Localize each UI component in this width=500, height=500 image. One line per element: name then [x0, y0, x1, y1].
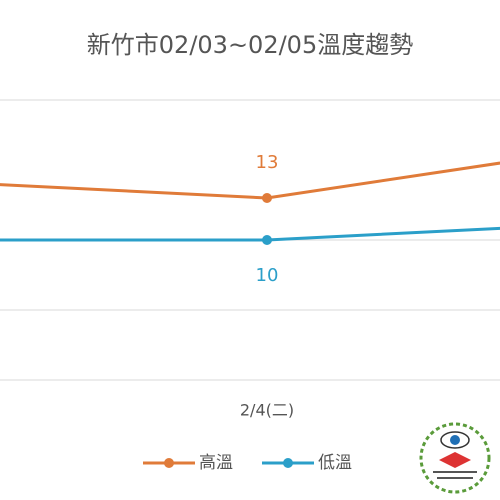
data-label: 10 — [256, 265, 279, 286]
legend-marker — [283, 458, 293, 468]
logo — [419, 422, 491, 494]
data-point — [262, 193, 272, 203]
chart-title: 新竹市02/03~02/05溫度趨勢 — [87, 31, 413, 59]
legend-label: 低溫 — [318, 453, 352, 473]
x-tick-label: 2/4(二) — [240, 401, 294, 420]
data-label: 13 — [256, 152, 279, 173]
legend-item: 低溫 — [262, 453, 352, 473]
legend-marker — [164, 458, 174, 468]
legend-label: 高溫 — [199, 453, 233, 473]
data-point — [262, 235, 272, 245]
legend-item: 高溫 — [143, 453, 233, 473]
